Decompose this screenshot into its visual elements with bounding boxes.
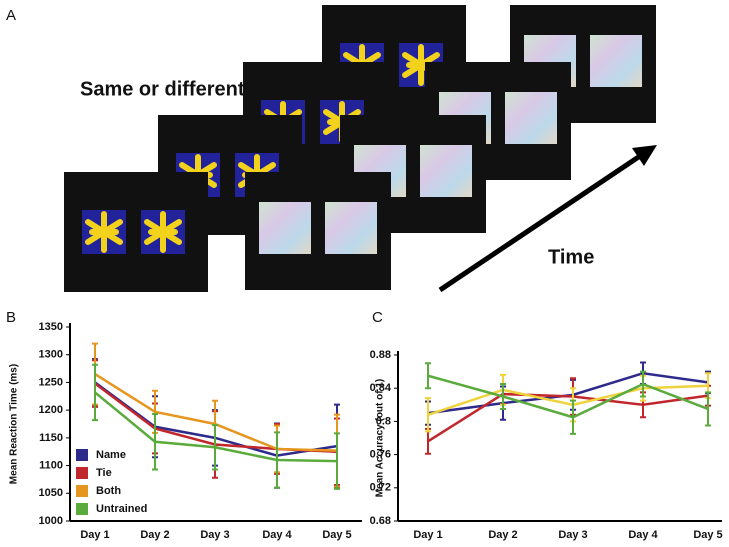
mask-image	[505, 92, 557, 144]
x-tick-label: Day 5	[322, 529, 351, 541]
y-tick-label: 1300	[39, 349, 63, 361]
x-tick-label: Day 1	[80, 529, 109, 541]
task-diagram	[64, 5, 657, 293]
knot	[402, 44, 440, 86]
time-label: Time	[548, 246, 594, 268]
series-line	[427, 384, 709, 416]
y-tick-label: 1200	[39, 404, 63, 416]
y-tick-label: 1000	[39, 515, 63, 527]
mask-image	[325, 202, 377, 254]
legend-label: Untrained	[96, 503, 147, 515]
x-tick-label: Day 3	[558, 529, 587, 541]
x-tick-label: Day 1	[413, 529, 442, 541]
arrow-head	[632, 145, 657, 166]
y-tick-label: 0.72	[370, 482, 391, 494]
knot	[144, 211, 182, 253]
mask-image	[420, 145, 472, 197]
y-tick-label: 0.76	[370, 449, 391, 461]
x-tick-label: Day 4	[262, 529, 292, 541]
legend-label: Name	[96, 449, 126, 461]
legend-swatch	[76, 449, 88, 461]
y-tick-label: 1050	[39, 487, 63, 499]
x-tick-label: Day 4	[628, 529, 658, 541]
panel-label: C	[372, 309, 383, 326]
error-bar	[92, 363, 98, 422]
y-tick-label: 0.68	[370, 515, 391, 527]
y-tick-label: 1350	[39, 321, 63, 333]
knot	[85, 211, 123, 253]
mask-image	[590, 35, 642, 87]
legend-swatch	[76, 485, 88, 497]
y-tick-label: 1100	[39, 459, 63, 471]
y-tick-label: 1150	[39, 432, 63, 444]
panel-label: A	[6, 7, 16, 24]
y-tick-label: 0.88	[370, 349, 391, 361]
legend-label: Tie	[96, 467, 112, 479]
mask-image	[259, 202, 311, 254]
x-tick-label: Day 3	[200, 529, 229, 541]
prompt: Same or different?	[80, 78, 257, 100]
time-arrow	[438, 153, 642, 293]
series-line	[94, 391, 338, 463]
x-tick-label: Day 2	[140, 529, 169, 541]
series-line	[94, 373, 338, 452]
y-axis-label: Mean Accuracy (out of 1)	[375, 379, 386, 498]
y-tick-label: 1250	[39, 376, 63, 388]
panel-label: B	[6, 309, 16, 326]
y-axis-label: Mean Reaction Time (ms)	[9, 364, 20, 484]
series-line	[427, 374, 709, 419]
x-tick-label: Day 5	[693, 529, 722, 541]
x-tick-label: Day 2	[488, 529, 517, 541]
y-tick-label: 0.84	[370, 382, 392, 394]
legend-swatch	[76, 467, 88, 479]
legend-swatch	[76, 503, 88, 515]
legend-label: Both	[96, 485, 121, 497]
y-tick-label: 0.8	[376, 415, 391, 427]
